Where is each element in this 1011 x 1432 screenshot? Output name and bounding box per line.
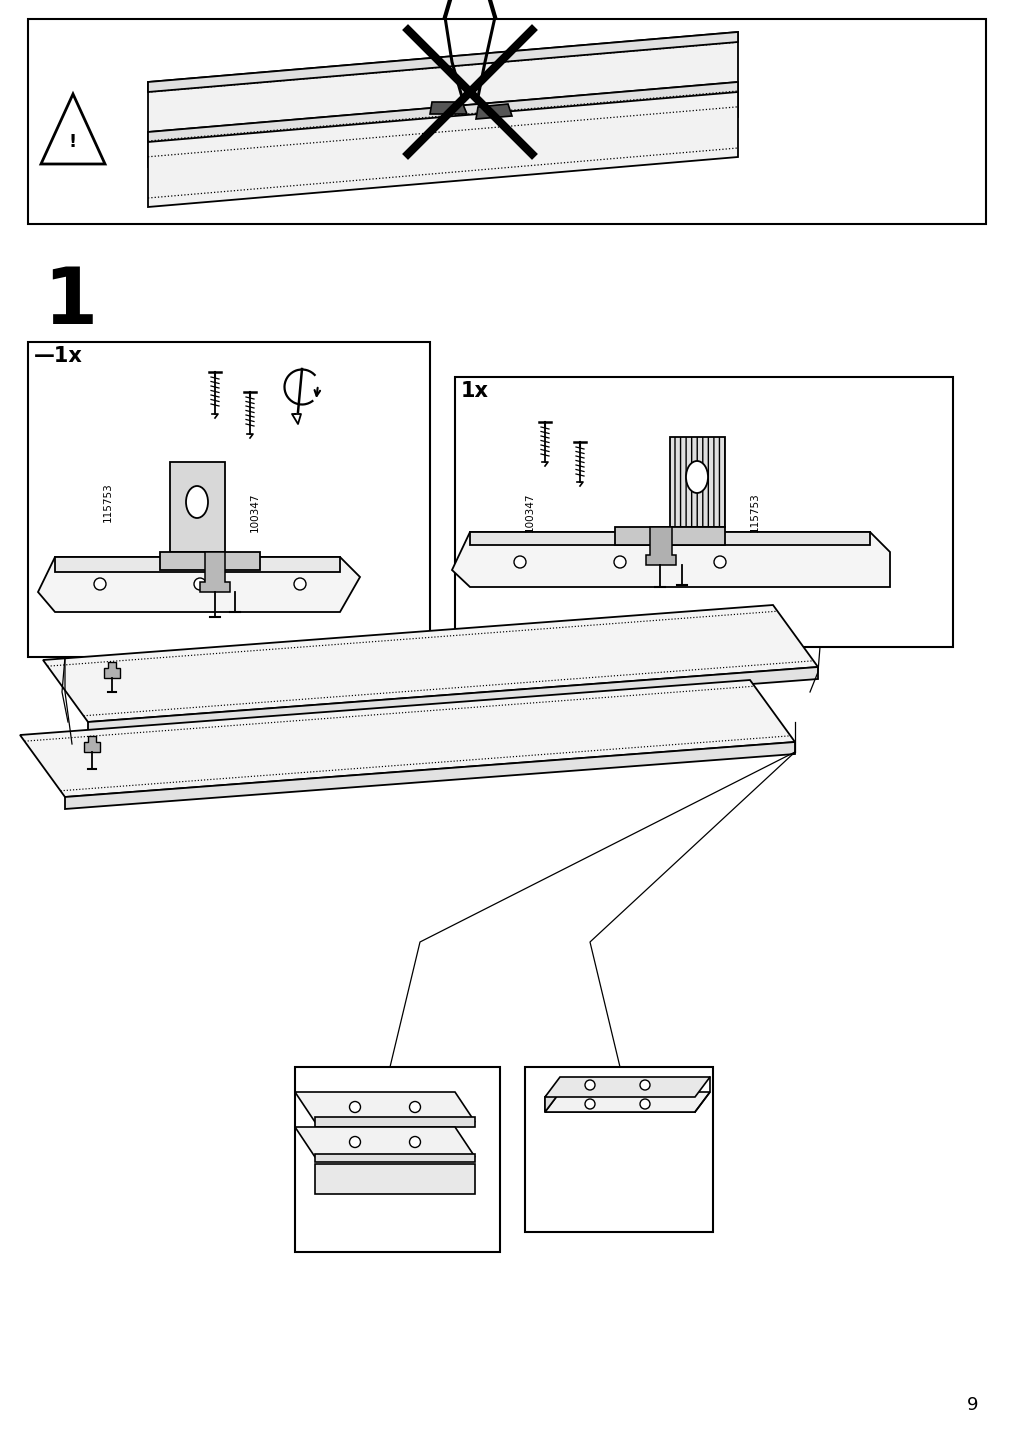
Polygon shape: [170, 463, 224, 551]
Polygon shape: [55, 557, 340, 571]
Bar: [455, 377, 952, 647]
Polygon shape: [104, 662, 120, 677]
Circle shape: [714, 556, 725, 569]
Circle shape: [584, 1080, 594, 1090]
Polygon shape: [295, 1127, 474, 1157]
Polygon shape: [475, 105, 512, 119]
Circle shape: [584, 1098, 594, 1108]
Polygon shape: [41, 95, 105, 165]
Polygon shape: [148, 82, 737, 142]
Text: !: !: [69, 133, 77, 150]
Circle shape: [349, 1137, 360, 1147]
Polygon shape: [545, 1093, 710, 1113]
Circle shape: [194, 579, 206, 590]
Circle shape: [614, 556, 626, 569]
Text: 115753: 115753: [749, 493, 759, 531]
Polygon shape: [469, 533, 869, 546]
Text: 100347: 100347: [525, 493, 535, 531]
Polygon shape: [295, 1093, 474, 1123]
Circle shape: [639, 1080, 649, 1090]
Polygon shape: [84, 736, 100, 752]
Polygon shape: [545, 1083, 559, 1113]
Bar: [28, 342, 430, 657]
Polygon shape: [38, 557, 360, 611]
Circle shape: [294, 579, 305, 590]
Circle shape: [409, 1137, 421, 1147]
Ellipse shape: [685, 461, 708, 493]
Bar: [295, 1067, 499, 1252]
Polygon shape: [148, 32, 737, 92]
Polygon shape: [452, 533, 889, 587]
Circle shape: [409, 1101, 421, 1113]
Text: 9: 9: [966, 1396, 977, 1413]
Polygon shape: [160, 551, 260, 570]
Text: —1x: —1x: [34, 347, 83, 367]
Polygon shape: [430, 102, 466, 115]
Polygon shape: [669, 437, 724, 527]
Circle shape: [639, 1098, 649, 1108]
Bar: [525, 1067, 713, 1232]
Text: 1x: 1x: [461, 381, 488, 401]
Polygon shape: [545, 1097, 695, 1113]
Polygon shape: [148, 32, 737, 168]
Circle shape: [94, 579, 106, 590]
Circle shape: [349, 1101, 360, 1113]
Text: 115753: 115753: [103, 483, 113, 521]
Polygon shape: [314, 1164, 474, 1194]
Polygon shape: [148, 82, 737, 208]
Polygon shape: [200, 551, 229, 591]
Polygon shape: [314, 1154, 474, 1161]
Polygon shape: [42, 604, 817, 722]
Polygon shape: [88, 667, 817, 735]
Bar: [28, 19, 985, 223]
Polygon shape: [314, 1117, 474, 1127]
Text: 100347: 100347: [250, 493, 260, 531]
Polygon shape: [545, 1077, 710, 1097]
Circle shape: [514, 556, 526, 569]
Polygon shape: [615, 527, 724, 546]
Ellipse shape: [186, 485, 208, 518]
Polygon shape: [20, 680, 795, 798]
Polygon shape: [645, 527, 675, 566]
Polygon shape: [65, 742, 795, 809]
Text: 1: 1: [42, 263, 97, 339]
